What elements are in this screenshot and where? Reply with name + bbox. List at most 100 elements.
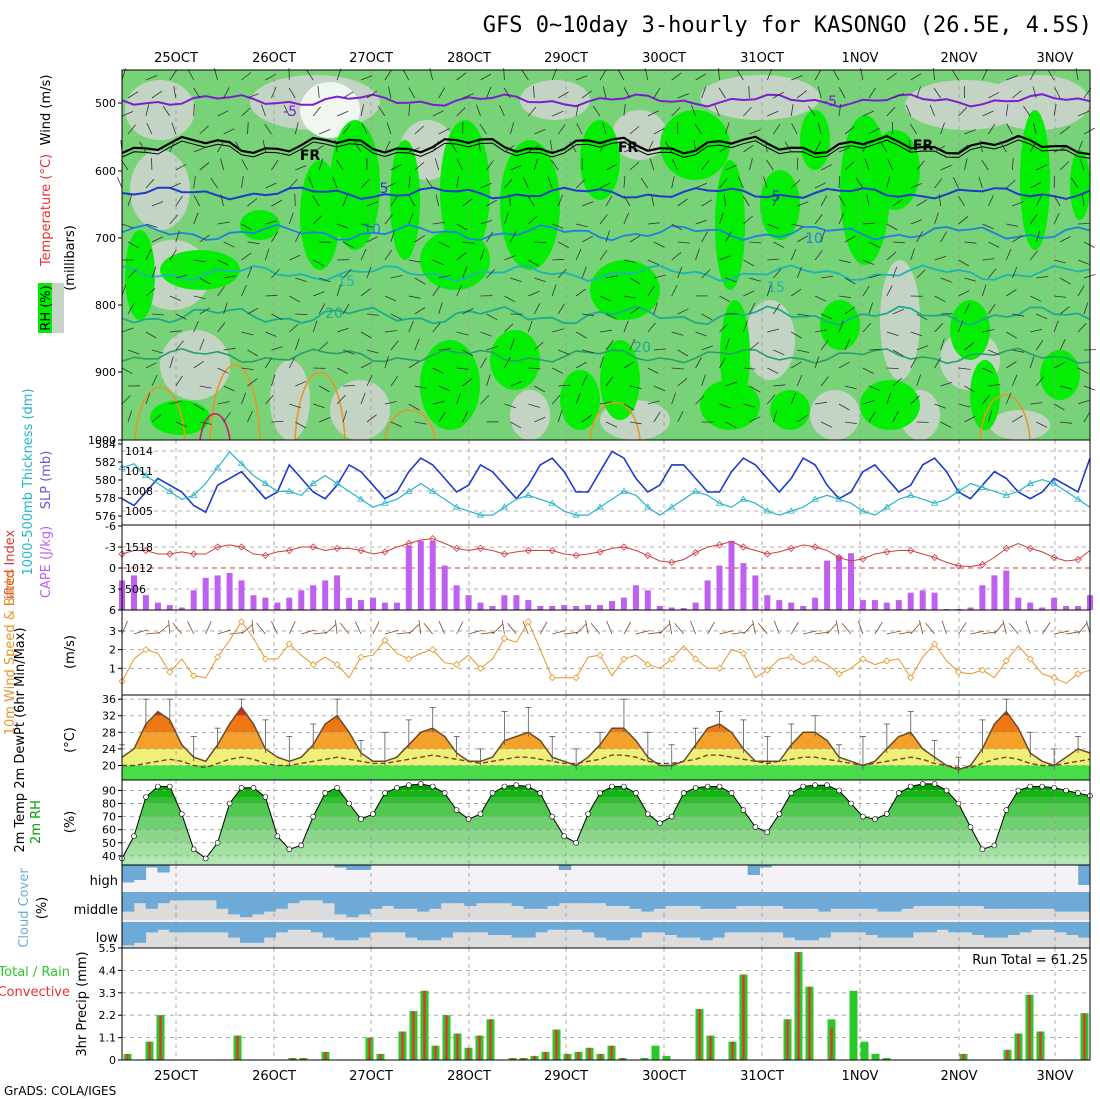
wind-barb	[480, 395, 490, 405]
wind-barb	[916, 374, 921, 387]
precip-conv-bar	[159, 1015, 162, 1060]
cloud-bar	[606, 922, 619, 941]
wind-barb	[671, 392, 677, 405]
wind-barb	[940, 421, 952, 428]
wind-barb	[629, 338, 636, 351]
lifted-index-marker	[524, 546, 532, 555]
wind-barb	[575, 75, 588, 81]
wind-barb	[671, 107, 681, 117]
wind-barb	[797, 313, 810, 317]
wind-barb	[151, 313, 164, 316]
surface-wind-barb	[229, 632, 244, 635]
slp-axis-label: SLP (mb)	[39, 451, 54, 510]
rh2m-marker	[680, 790, 687, 796]
bottom-date-label: 3NOV	[1037, 1069, 1074, 1084]
cape-bar	[334, 575, 341, 610]
wind-barb	[1077, 285, 1085, 297]
cape-bar	[310, 585, 317, 610]
wind-barb	[294, 231, 302, 243]
cloud-bar	[1066, 922, 1079, 935]
wind-barb	[145, 223, 158, 228]
wind-barb	[360, 248, 367, 261]
wind-barb	[934, 212, 939, 225]
cloud-bar	[1078, 922, 1091, 938]
cloud-bar	[665, 922, 678, 935]
wind-barb	[886, 72, 897, 81]
wind-barb	[1032, 86, 1037, 99]
wind-barb	[790, 361, 802, 369]
wind-barb	[265, 294, 278, 297]
cloud-bar	[759, 865, 772, 868]
footer-credit: GrADS: COLA/IGES	[4, 1084, 116, 1098]
wind-barb	[456, 252, 467, 261]
wind-barb	[767, 223, 779, 229]
wind-barb	[749, 158, 753, 171]
cape-bar	[465, 595, 472, 610]
cloud-bar	[476, 892, 489, 904]
wind-barb	[366, 266, 372, 279]
wind-barb	[486, 86, 492, 99]
wind-barb	[725, 421, 737, 429]
wind-barb	[241, 331, 254, 336]
rh2m-marker	[788, 790, 795, 796]
cape-bar	[871, 600, 878, 610]
wind-barb	[151, 236, 163, 243]
wind-barb	[581, 90, 592, 99]
surface-wind-barb	[354, 621, 362, 635]
wind-speed-marker	[1050, 674, 1058, 682]
wind-barb	[1006, 331, 1017, 339]
cape-bar	[477, 602, 484, 610]
cloud-bar	[263, 922, 276, 938]
cloud-bar	[960, 892, 973, 906]
cape-bar	[991, 575, 998, 610]
wind-barb	[864, 158, 870, 171]
wind-barb	[723, 194, 726, 207]
wind-barb	[743, 290, 755, 297]
wind-barb	[719, 178, 728, 189]
cape-bar	[1063, 606, 1070, 610]
wind-barb	[271, 346, 284, 351]
wind-barb	[582, 313, 595, 317]
run-total-label: Run Total = 61.25	[972, 953, 1088, 968]
wind-barb	[749, 341, 759, 351]
surface-wind-barb	[635, 630, 650, 635]
wind-barb	[772, 268, 782, 279]
wind-barb	[910, 331, 923, 337]
rh-dry-patch	[130, 150, 190, 230]
rh2m-marker	[692, 784, 699, 791]
wind-barb	[534, 385, 545, 393]
wind-barb	[820, 376, 829, 387]
wind-barb	[909, 123, 918, 135]
lifted-index-marker	[261, 551, 269, 559]
rh-band	[122, 855, 1090, 865]
wind-barb	[1012, 201, 1024, 207]
wind-barb	[223, 347, 236, 351]
wind-barb	[169, 330, 182, 333]
wind-barb	[390, 313, 402, 320]
wind-barb	[602, 86, 607, 99]
rh2m-marker	[274, 833, 281, 840]
wind-barb	[820, 340, 829, 351]
wind-barb	[342, 91, 354, 99]
rh2m-marker	[752, 824, 759, 830]
cloud-axis-label: Cloud Cover	[17, 868, 32, 948]
contour-label: 20	[633, 340, 651, 356]
rh2m-units-label: (%)	[63, 811, 78, 834]
wind-barb	[749, 129, 761, 135]
rh-moist-patch	[1020, 110, 1050, 250]
wind-barb	[162, 105, 171, 117]
cloud-bar	[830, 922, 843, 933]
wind-barb	[504, 403, 516, 409]
wind-barb	[220, 194, 224, 207]
rh2m-marker	[346, 800, 352, 807]
rh2m-marker	[776, 811, 783, 817]
surface-wind-barb	[731, 631, 746, 635]
cloud-bar	[287, 892, 300, 904]
y-tick-label: 4.4	[99, 964, 117, 977]
cloud-bar	[511, 922, 524, 938]
cloud-bar	[806, 922, 819, 941]
wind-barb	[725, 122, 730, 135]
wind-barb	[1077, 259, 1090, 265]
rh2m-marker	[310, 813, 317, 820]
